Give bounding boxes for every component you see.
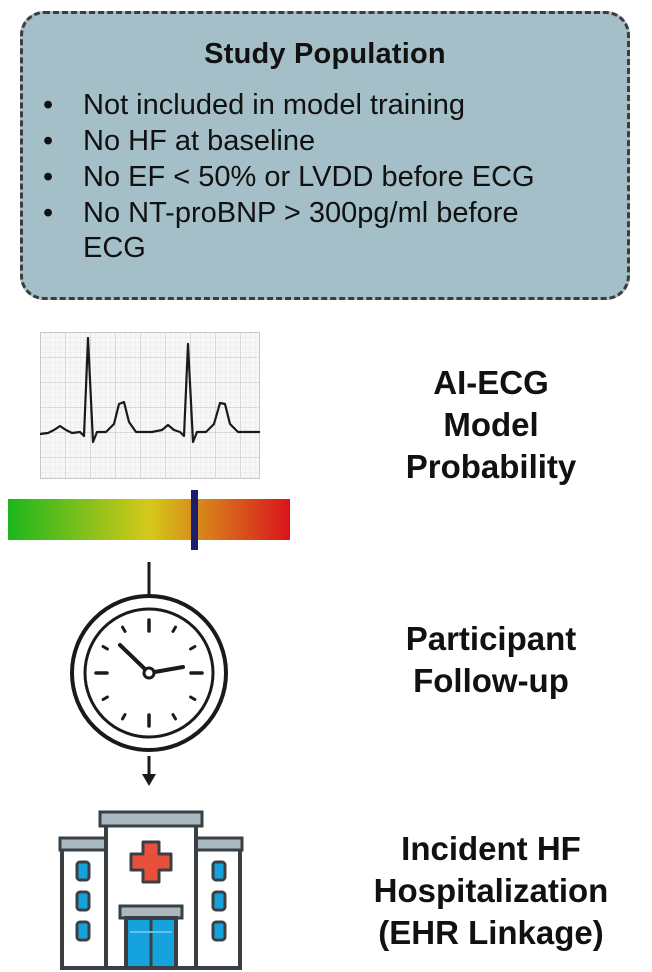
ecg-strip-icon <box>40 332 260 479</box>
ecg-trace <box>40 336 260 444</box>
probability-gradient-bar <box>8 490 290 550</box>
criteria-item: • Not included in model training <box>43 89 466 121</box>
criteria-item: • No HF at baseline <box>43 125 316 157</box>
followup-connector <box>70 562 228 786</box>
probability-marker <box>191 490 198 550</box>
criteria-item: • No NT-proBNP > 300pg/ml before ECG <box>43 197 519 264</box>
hospital-icon <box>58 810 244 970</box>
study-population-title: Study Population <box>204 38 446 70</box>
criteria-list: • Not included in model training • No HF… <box>37 88 535 267</box>
participant-followup-label: Participant Follow-up <box>405 620 577 699</box>
study-population-box: Study Population • Not included in model… <box>20 11 630 300</box>
clock-hour-hand <box>118 643 151 675</box>
incident-hf-label: Incident HF Hospitalization (EHR Linkage… <box>373 830 609 951</box>
medical-cross-icon <box>129 840 173 884</box>
ai-ecg-label: AI-ECG Model Probability <box>405 364 577 485</box>
clock-icon <box>70 594 228 752</box>
criteria-item: • No EF < 50% or LVDD before ECG <box>43 161 535 193</box>
